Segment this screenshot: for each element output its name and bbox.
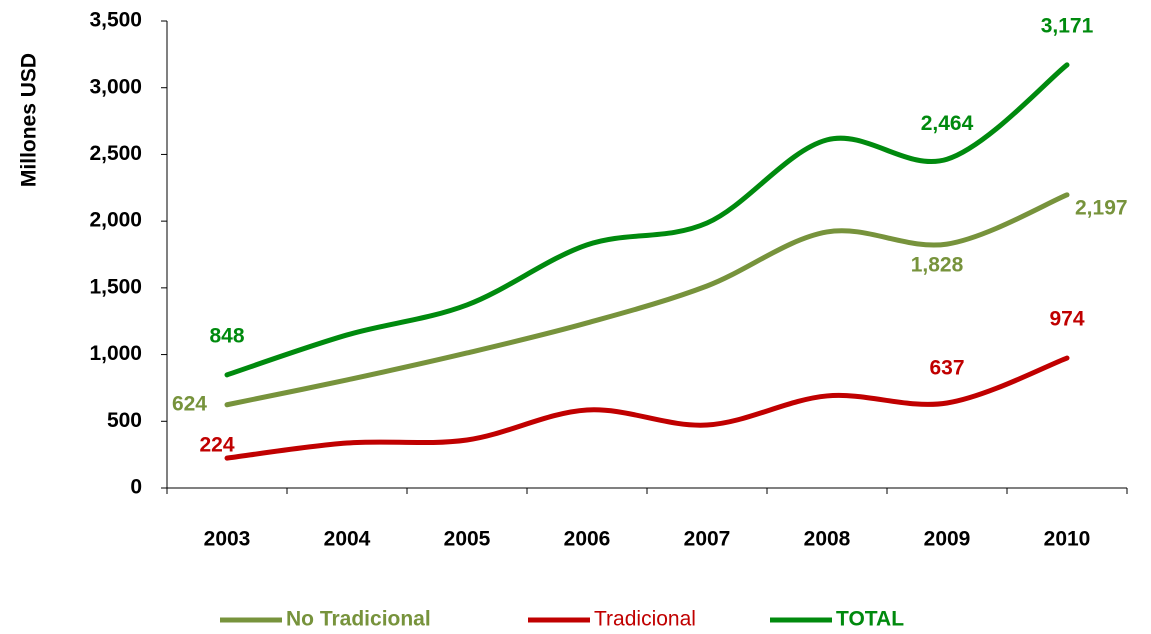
x-tick-label: 2007 [684, 528, 731, 551]
line [224, 192, 1070, 408]
y-tick-label: 3,500 [89, 9, 142, 32]
x-tick-label: 2005 [444, 528, 491, 551]
legend-label: No Tradicional [286, 608, 431, 631]
data-label: 224 [199, 434, 234, 457]
y-tick-label: 3,000 [89, 75, 142, 98]
y-tick-label: 2,000 [89, 209, 142, 232]
legend-label: Tradicional [594, 608, 696, 631]
line [224, 62, 1070, 378]
x-tick-label: 2006 [564, 528, 611, 551]
x-tick-label: 2008 [804, 528, 851, 551]
y-tick-label: 0 [130, 476, 142, 499]
x-tick-label: 2003 [204, 528, 251, 551]
y-tick-label: 2,500 [89, 142, 142, 165]
y-tick-label: 1,000 [89, 342, 142, 365]
legend-label: TOTAL [836, 608, 904, 631]
y-tick-label: 1,500 [89, 275, 142, 298]
data-label: 974 [1049, 308, 1084, 331]
data-label: 637 [929, 357, 964, 380]
x-tick-label: 2010 [1044, 528, 1091, 551]
data-label: 2,197 [1075, 196, 1128, 219]
x-tick-label: 2009 [924, 528, 971, 551]
data-label: 2,464 [921, 112, 974, 135]
data-label: 3,171 [1041, 14, 1094, 37]
y-tick-label: 500 [107, 409, 142, 432]
x-tick-label: 2004 [324, 528, 371, 551]
y-axis-label: Millones USD [18, 53, 41, 187]
data-label: 624 [172, 392, 207, 415]
data-label: 1,828 [911, 254, 964, 277]
line [224, 355, 1070, 461]
data-label: 848 [209, 324, 244, 347]
